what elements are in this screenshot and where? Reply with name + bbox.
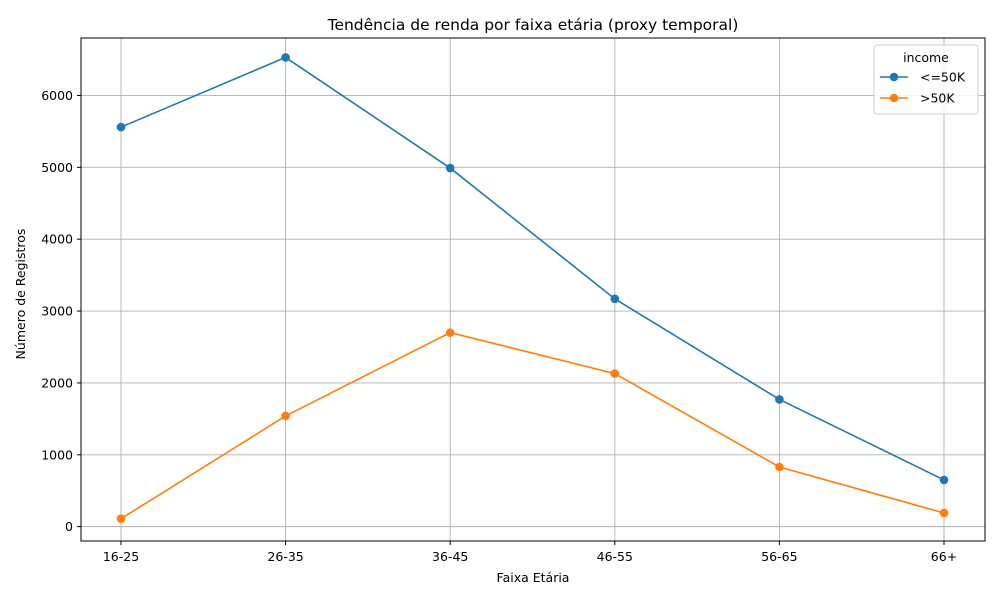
y-tick-label: 6000 xyxy=(41,88,73,103)
y-tick-label: 5000 xyxy=(41,160,73,175)
x-tick-label: 16-25 xyxy=(103,549,139,564)
series-layer xyxy=(116,53,949,524)
series-2 xyxy=(116,328,949,524)
series-line xyxy=(120,331,945,520)
chart-title: Tendência de renda por faixa etária (pro… xyxy=(327,16,739,34)
grid-lines xyxy=(81,38,985,541)
legend-marker xyxy=(889,93,899,103)
data-point xyxy=(610,294,620,304)
legend-item: >50K xyxy=(880,91,955,106)
legend-title: income xyxy=(903,50,949,65)
plot-area-frame xyxy=(80,37,986,542)
data-point xyxy=(281,53,290,62)
x-tick-label: 36-45 xyxy=(432,549,468,564)
data-point xyxy=(775,462,784,472)
data-point xyxy=(281,411,290,421)
data-point xyxy=(445,328,455,337)
legend-marker xyxy=(889,72,899,82)
y-tick-label: 1000 xyxy=(41,447,73,462)
y-tick-label: 4000 xyxy=(41,232,73,247)
legend-label: >50K xyxy=(916,91,955,106)
x-tick-label: 56-65 xyxy=(761,549,797,564)
series-line xyxy=(120,56,945,481)
axis-ticks: 16-25 26-35 36-45 46-55 56-65 66+ 0 1000 2000 300… xyxy=(41,88,957,564)
x-tick-label: 26-35 xyxy=(267,549,303,564)
data-point xyxy=(610,369,620,378)
series-1 xyxy=(116,53,949,485)
y-tick-label: 0 xyxy=(65,519,73,534)
legend-item: <=50K xyxy=(880,70,966,85)
x-tick-label: 66+ xyxy=(931,549,957,564)
x-tick-label: 46-55 xyxy=(597,549,633,564)
y-tick-label: 3000 xyxy=(41,304,73,319)
legend-label: <=50K xyxy=(916,70,966,85)
legend: income <=50K >50K xyxy=(873,44,979,115)
data-point xyxy=(116,514,126,524)
legend-box xyxy=(873,44,979,115)
y-tick-label: 2000 xyxy=(41,375,73,390)
data-point xyxy=(116,122,126,132)
y-axis-label: Número de Registros xyxy=(13,229,28,360)
data-point xyxy=(775,395,784,404)
x-axis-label: Faixa Etária xyxy=(497,570,570,585)
data-point xyxy=(939,508,949,518)
data-point xyxy=(939,475,949,485)
data-point xyxy=(445,163,455,173)
